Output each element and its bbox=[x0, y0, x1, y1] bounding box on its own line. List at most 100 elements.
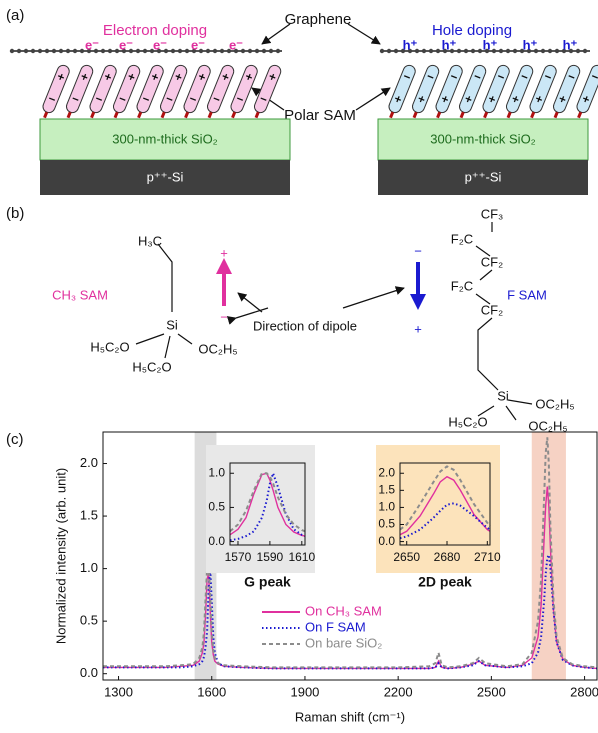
hole: h⁺ bbox=[523, 37, 538, 52]
sign bbox=[270, 73, 275, 80]
sam-molecule bbox=[159, 64, 188, 119]
graphene-atom bbox=[37, 48, 43, 54]
sign bbox=[419, 96, 424, 103]
sign bbox=[200, 73, 204, 80]
arrow bbox=[342, 286, 405, 309]
graphene-atom bbox=[561, 48, 567, 54]
sam-molecule bbox=[206, 64, 235, 119]
graphene-atom bbox=[400, 48, 406, 54]
sam-molecule bbox=[89, 64, 117, 119]
electron: e⁻ bbox=[191, 37, 205, 52]
graphene-atom bbox=[170, 48, 176, 54]
series-line bbox=[229, 470, 306, 542]
x-tick-label: 2800 bbox=[570, 684, 598, 699]
dipole-sign: − bbox=[220, 309, 228, 324]
arrow bbox=[355, 87, 391, 111]
legend-label: On CH₃ SAM bbox=[305, 603, 382, 618]
graphene-atom bbox=[23, 48, 29, 54]
sign bbox=[129, 73, 134, 80]
sign bbox=[142, 97, 150, 101]
atom-label: H₅C₂O bbox=[132, 359, 171, 374]
sign bbox=[106, 73, 110, 80]
sign bbox=[537, 96, 541, 103]
graphene-atom bbox=[477, 48, 483, 54]
y-tick-label: 2.0 bbox=[378, 465, 395, 479]
anchor bbox=[66, 111, 72, 119]
y-tick-label: 0.0 bbox=[208, 534, 225, 548]
atom-label: CF₂ bbox=[481, 254, 503, 269]
graphene-atom bbox=[86, 48, 92, 54]
sign bbox=[450, 75, 458, 79]
dipole-sign: − bbox=[414, 243, 422, 258]
graphene-atom bbox=[121, 48, 127, 54]
anchor bbox=[160, 111, 166, 119]
graphene-atom bbox=[268, 48, 274, 54]
sign bbox=[153, 73, 157, 80]
graphene-atom bbox=[107, 48, 113, 54]
sam-molecule bbox=[65, 64, 94, 119]
graphene-atom bbox=[30, 48, 36, 54]
graphene-atom bbox=[233, 48, 239, 54]
graphene-atom bbox=[568, 48, 574, 54]
sam-molecule bbox=[136, 64, 164, 119]
graphene-atom bbox=[554, 48, 560, 54]
polar-sam-label: Polar SAM bbox=[284, 107, 356, 124]
x-tick-label: 1570 bbox=[225, 550, 252, 564]
atom-label: Si bbox=[497, 388, 509, 403]
arrow bbox=[261, 23, 291, 45]
plot-frame bbox=[229, 462, 306, 546]
sign bbox=[59, 73, 63, 80]
inset-label: 2D peak bbox=[418, 574, 472, 590]
sign bbox=[72, 97, 79, 101]
sam-molecule bbox=[529, 64, 557, 119]
plot-frame bbox=[102, 431, 598, 681]
hole: h⁺ bbox=[403, 37, 418, 52]
sign bbox=[119, 97, 126, 101]
sign bbox=[166, 97, 173, 101]
x-tick-label: 2500 bbox=[477, 684, 506, 699]
graphene-atom bbox=[463, 48, 469, 54]
sam-molecule bbox=[458, 64, 487, 119]
sign bbox=[513, 96, 518, 103]
graphene-atom bbox=[498, 48, 504, 54]
dipole-sign: + bbox=[220, 245, 228, 260]
sign bbox=[568, 75, 575, 79]
graphene-atom bbox=[540, 48, 546, 54]
anchor bbox=[459, 111, 465, 119]
graphene-label: Graphene bbox=[285, 11, 352, 28]
sign bbox=[260, 97, 267, 101]
x-tick-label: 1600 bbox=[197, 684, 226, 699]
sam-molecule bbox=[482, 64, 510, 119]
panel-b: (b) CH₃ SAM F SAM Direction of dipole + … bbox=[6, 205, 575, 433]
sign bbox=[247, 73, 251, 80]
graphene-atom bbox=[379, 48, 385, 54]
graphene-atom bbox=[219, 48, 225, 54]
arrow bbox=[347, 23, 381, 45]
sign bbox=[82, 73, 87, 80]
y-tick-label: 1.0 bbox=[378, 500, 395, 514]
sio2-text: 300-nm-thick SiO₂ bbox=[112, 131, 217, 146]
series-line bbox=[399, 502, 491, 540]
anchor bbox=[184, 111, 190, 119]
graphene-atom bbox=[247, 48, 253, 54]
y-tick-label: 0.0 bbox=[80, 665, 98, 680]
sign bbox=[213, 97, 220, 101]
graphene-atom bbox=[442, 48, 448, 54]
y-tick-label: 0.5 bbox=[378, 517, 395, 531]
y-tick-label: 0.5 bbox=[80, 613, 98, 628]
graphene-atom bbox=[407, 48, 413, 54]
dipole-label: Direction of dipole bbox=[253, 318, 357, 333]
graphene-atom bbox=[505, 48, 511, 54]
graphene-atom bbox=[9, 48, 15, 54]
graphene-atom bbox=[512, 48, 518, 54]
sign bbox=[584, 96, 588, 103]
hole: h⁺ bbox=[563, 37, 578, 52]
graphene-atom bbox=[135, 48, 141, 54]
atom-label: H₅C₂O bbox=[90, 339, 129, 354]
sam-molecule bbox=[42, 64, 70, 119]
sign bbox=[95, 97, 103, 101]
atom-label: OC₂H₅ bbox=[535, 396, 574, 411]
graphene-atom bbox=[240, 48, 246, 54]
sam-molecule bbox=[505, 64, 534, 119]
